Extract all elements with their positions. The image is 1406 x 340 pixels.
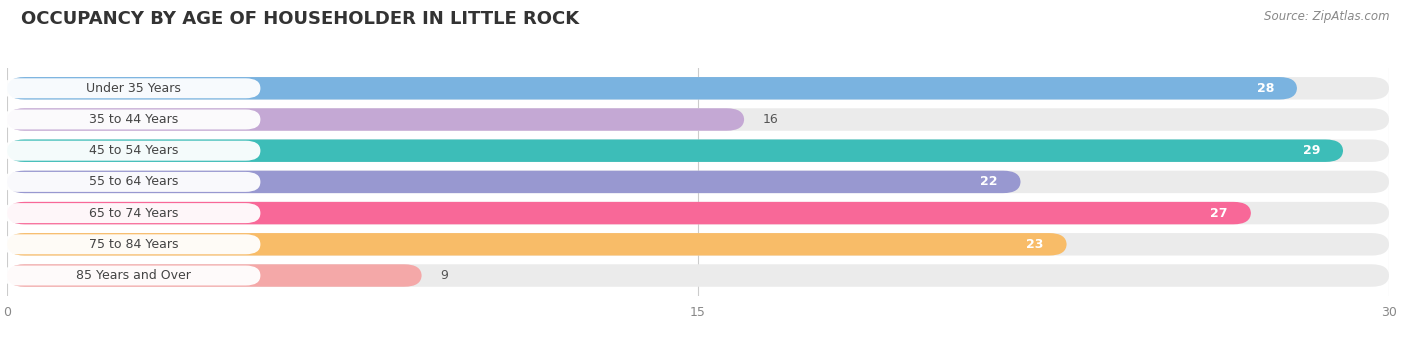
FancyBboxPatch shape <box>7 108 1389 131</box>
FancyBboxPatch shape <box>7 233 1389 256</box>
Text: 29: 29 <box>1302 144 1320 157</box>
FancyBboxPatch shape <box>3 203 260 223</box>
FancyBboxPatch shape <box>7 139 1389 162</box>
FancyBboxPatch shape <box>3 172 260 192</box>
FancyBboxPatch shape <box>7 139 1343 162</box>
FancyBboxPatch shape <box>7 171 1389 193</box>
Text: 16: 16 <box>762 113 779 126</box>
FancyBboxPatch shape <box>3 266 260 286</box>
Text: 27: 27 <box>1211 207 1227 220</box>
FancyBboxPatch shape <box>3 78 260 98</box>
FancyBboxPatch shape <box>7 171 1021 193</box>
Text: 28: 28 <box>1257 82 1274 95</box>
Text: 65 to 74 Years: 65 to 74 Years <box>89 207 179 220</box>
FancyBboxPatch shape <box>7 264 1389 287</box>
Text: Source: ZipAtlas.com: Source: ZipAtlas.com <box>1264 10 1389 23</box>
FancyBboxPatch shape <box>3 109 260 130</box>
FancyBboxPatch shape <box>7 77 1296 100</box>
FancyBboxPatch shape <box>7 77 1389 100</box>
FancyBboxPatch shape <box>7 108 744 131</box>
Text: 85 Years and Over: 85 Years and Over <box>76 269 191 282</box>
FancyBboxPatch shape <box>7 202 1251 224</box>
Text: 9: 9 <box>440 269 449 282</box>
FancyBboxPatch shape <box>7 202 1389 224</box>
Text: 35 to 44 Years: 35 to 44 Years <box>89 113 179 126</box>
FancyBboxPatch shape <box>3 234 260 254</box>
FancyBboxPatch shape <box>7 233 1067 256</box>
FancyBboxPatch shape <box>7 264 422 287</box>
Text: 23: 23 <box>1026 238 1043 251</box>
Text: OCCUPANCY BY AGE OF HOUSEHOLDER IN LITTLE ROCK: OCCUPANCY BY AGE OF HOUSEHOLDER IN LITTL… <box>21 10 579 28</box>
Text: 55 to 64 Years: 55 to 64 Years <box>89 175 179 188</box>
Text: 45 to 54 Years: 45 to 54 Years <box>89 144 179 157</box>
Text: 22: 22 <box>980 175 997 188</box>
Text: 75 to 84 Years: 75 to 84 Years <box>89 238 179 251</box>
FancyBboxPatch shape <box>3 141 260 161</box>
Text: Under 35 Years: Under 35 Years <box>86 82 181 95</box>
